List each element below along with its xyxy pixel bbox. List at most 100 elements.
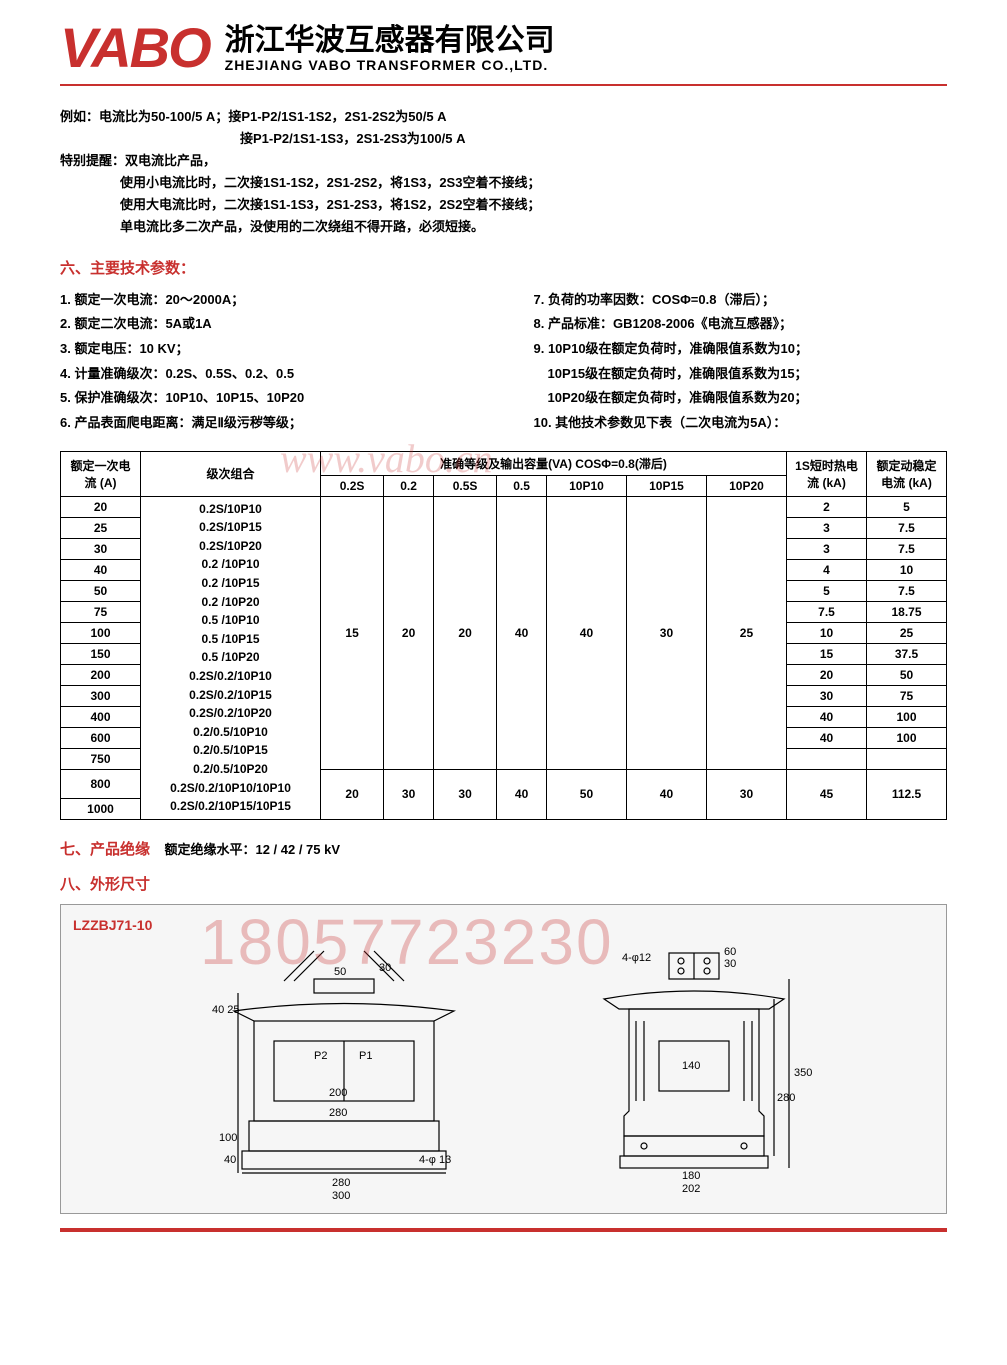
cell-heat: 2 — [787, 496, 867, 517]
section8-title: 八、外形尺寸 — [60, 873, 947, 894]
cell-dyn: 75 — [867, 685, 947, 706]
intro-l4: 使用大电流比时，二次接1S1-1S3，2S1-2S3，将1S2，2S2空着不接线… — [60, 194, 947, 216]
th-dyn: 额定动稳定电流 (kA) — [867, 451, 947, 496]
intro-block: 例如：电流比为50-100/5 A；接P1-P2/1S1-1S2，2S1-2S2… — [60, 106, 947, 239]
th-s4: 10P10 — [546, 475, 626, 496]
param-3: 3. 额定电压：10 KV； — [60, 337, 474, 362]
company-name-cn: 浙江华波互感器有限公司 — [225, 24, 555, 57]
cell-current: 20 — [61, 496, 141, 517]
drawing-box: LZZBJ71-10 50 30 P2 P1 200 280 — [60, 904, 947, 1214]
svg-text:40: 40 — [224, 1154, 236, 1166]
svg-text:180: 180 — [682, 1170, 700, 1182]
th-current: 额定一次电流 (A) — [61, 451, 141, 496]
intro-l1: 例如：电流比为50-100/5 A；接P1-P2/1S1-1S2，2S1-2S2… — [60, 106, 947, 128]
cell-heat: 20 — [787, 664, 867, 685]
svg-text:280: 280 — [332, 1177, 350, 1189]
cell-current: 30 — [61, 538, 141, 559]
section7-text: 额定绝缘水平：12 / 42 / 75 kV — [164, 842, 340, 857]
cell-va: 20 — [384, 496, 434, 769]
cell-dyn: 112.5 — [867, 769, 947, 819]
cell-heat: 3 — [787, 538, 867, 559]
svg-text:40 25: 40 25 — [212, 1004, 240, 1016]
cell-heat: 3 — [787, 517, 867, 538]
cell-current: 75 — [61, 601, 141, 622]
th-va: 准确等级及输出容量(VA) COSΦ=0.8(滞后) — [321, 451, 787, 475]
cell-va: 30 — [433, 769, 496, 819]
intro-l3: 使用小电流比时，二次接1S1-1S2，2S1-2S2，将1S3，2S3空着不接线… — [60, 172, 947, 194]
cell-dyn — [867, 748, 947, 769]
cell-current: 40 — [61, 559, 141, 580]
params-left: 1. 额定一次电流：20～2000A； 2. 额定二次电流：5A或1A 3. 额… — [60, 288, 474, 436]
cell-heat: 40 — [787, 727, 867, 748]
company-name-en: ZHEJIANG VABO TRANSFORMER CO.,LTD. — [225, 57, 555, 73]
cell-va: 15 — [321, 496, 384, 769]
cell-current: 200 — [61, 664, 141, 685]
footer-line — [60, 1228, 947, 1232]
cell-current: 800 — [61, 769, 141, 798]
th-s3: 0.5 — [497, 475, 547, 496]
svg-text:280: 280 — [777, 1092, 795, 1104]
cell-dyn: 5 — [867, 496, 947, 517]
svg-text:100: 100 — [219, 1132, 237, 1144]
cell-current: 750 — [61, 748, 141, 769]
th-heat: 1S短时热电流 (kA) — [787, 451, 867, 496]
cell-heat: 30 — [787, 685, 867, 706]
th-s6: 10P20 — [706, 475, 786, 496]
cell-dyn: 7.5 — [867, 517, 947, 538]
cell-va: 40 — [546, 496, 626, 769]
svg-text:350: 350 — [794, 1067, 812, 1079]
th-s2: 0.5S — [433, 475, 496, 496]
cell-heat: 10 — [787, 622, 867, 643]
svg-text:4-φ 13: 4-φ 13 — [419, 1154, 451, 1166]
intro-reminder: 特别提醒：双电流比产品， — [60, 150, 947, 172]
cell-heat: 15 — [787, 643, 867, 664]
cell-va: 25 — [706, 496, 786, 769]
model-label: LZZBJ71-10 — [73, 917, 934, 933]
cell-dyn: 7.5 — [867, 580, 947, 601]
cell-dyn: 100 — [867, 727, 947, 748]
cell-dyn: 100 — [867, 706, 947, 727]
cell-va: 50 — [546, 769, 626, 819]
cell-dyn: 25 — [867, 622, 947, 643]
params-right: 7. 负荷的功率因数：COSΦ=0.8（滞后）； 8. 产品标准：GB1208-… — [534, 288, 948, 436]
cell-current: 150 — [61, 643, 141, 664]
cell-va: 30 — [384, 769, 434, 819]
th-s1: 0.2 — [384, 475, 434, 496]
section6-title: 六、主要技术参数： — [60, 257, 947, 278]
svg-text:4-φ12: 4-φ12 — [622, 952, 651, 964]
param-5: 5. 保护准确级次：10P10、10P15、10P20 — [60, 386, 474, 411]
svg-text:140: 140 — [682, 1060, 700, 1072]
svg-text:300: 300 — [332, 1190, 350, 1201]
cell-va: 40 — [497, 769, 547, 819]
cell-va: 40 — [497, 496, 547, 769]
table-row: 200.2S/10P100.2S/10P150.2S/10P200.2 /10P… — [61, 496, 947, 517]
param-6: 6. 产品表面爬电距离：满足Ⅱ级污秽等级； — [60, 411, 474, 436]
cell-current: 300 — [61, 685, 141, 706]
param-9a: 10P15级在额定负荷时，准确限值系数为15； — [534, 362, 948, 387]
param-10: 10. 其他技术参数见下表（二次电流为5A）： — [534, 411, 948, 436]
param-7: 7. 负荷的功率因数：COSΦ=0.8（滞后）； — [534, 288, 948, 313]
side-view-drawing: 4-φ12 60 30 140 180 202 350 — [574, 941, 814, 1201]
cell-heat: 40 — [787, 706, 867, 727]
section7: 七、产品绝缘 额定绝缘水平：12 / 42 / 75 kV — [60, 838, 947, 859]
svg-text:60: 60 — [724, 946, 736, 958]
param-1: 1. 额定一次电流：20～2000A； — [60, 288, 474, 313]
logo: VABO — [60, 20, 210, 76]
cell-va: 30 — [626, 496, 706, 769]
param-8: 8. 产品标准：GB1208-2006《电流互感器》； — [534, 312, 948, 337]
param-9: 9. 10P10级在额定负荷时，准确限值系数为10； — [534, 337, 948, 362]
cell-dyn: 50 — [867, 664, 947, 685]
param-9b: 10P20级在额定负荷时，准确限值系数为20； — [534, 386, 948, 411]
cell-heat: 5 — [787, 580, 867, 601]
cell-heat: 7.5 — [787, 601, 867, 622]
cell-levels: 0.2S/10P100.2S/10P150.2S/10P200.2 /10P10… — [141, 496, 321, 819]
intro-l2: 接P1-P2/1S1-1S3，2S1-2S3为100/5 A — [60, 128, 947, 150]
svg-text:202: 202 — [682, 1183, 700, 1195]
svg-text:P1: P1 — [359, 1050, 372, 1062]
cell-va: 20 — [433, 496, 496, 769]
logo-text: VABO — [60, 20, 210, 76]
cell-current: 400 — [61, 706, 141, 727]
cell-va: 30 — [706, 769, 786, 819]
svg-text:280: 280 — [329, 1107, 347, 1119]
svg-text:200: 200 — [329, 1087, 347, 1099]
